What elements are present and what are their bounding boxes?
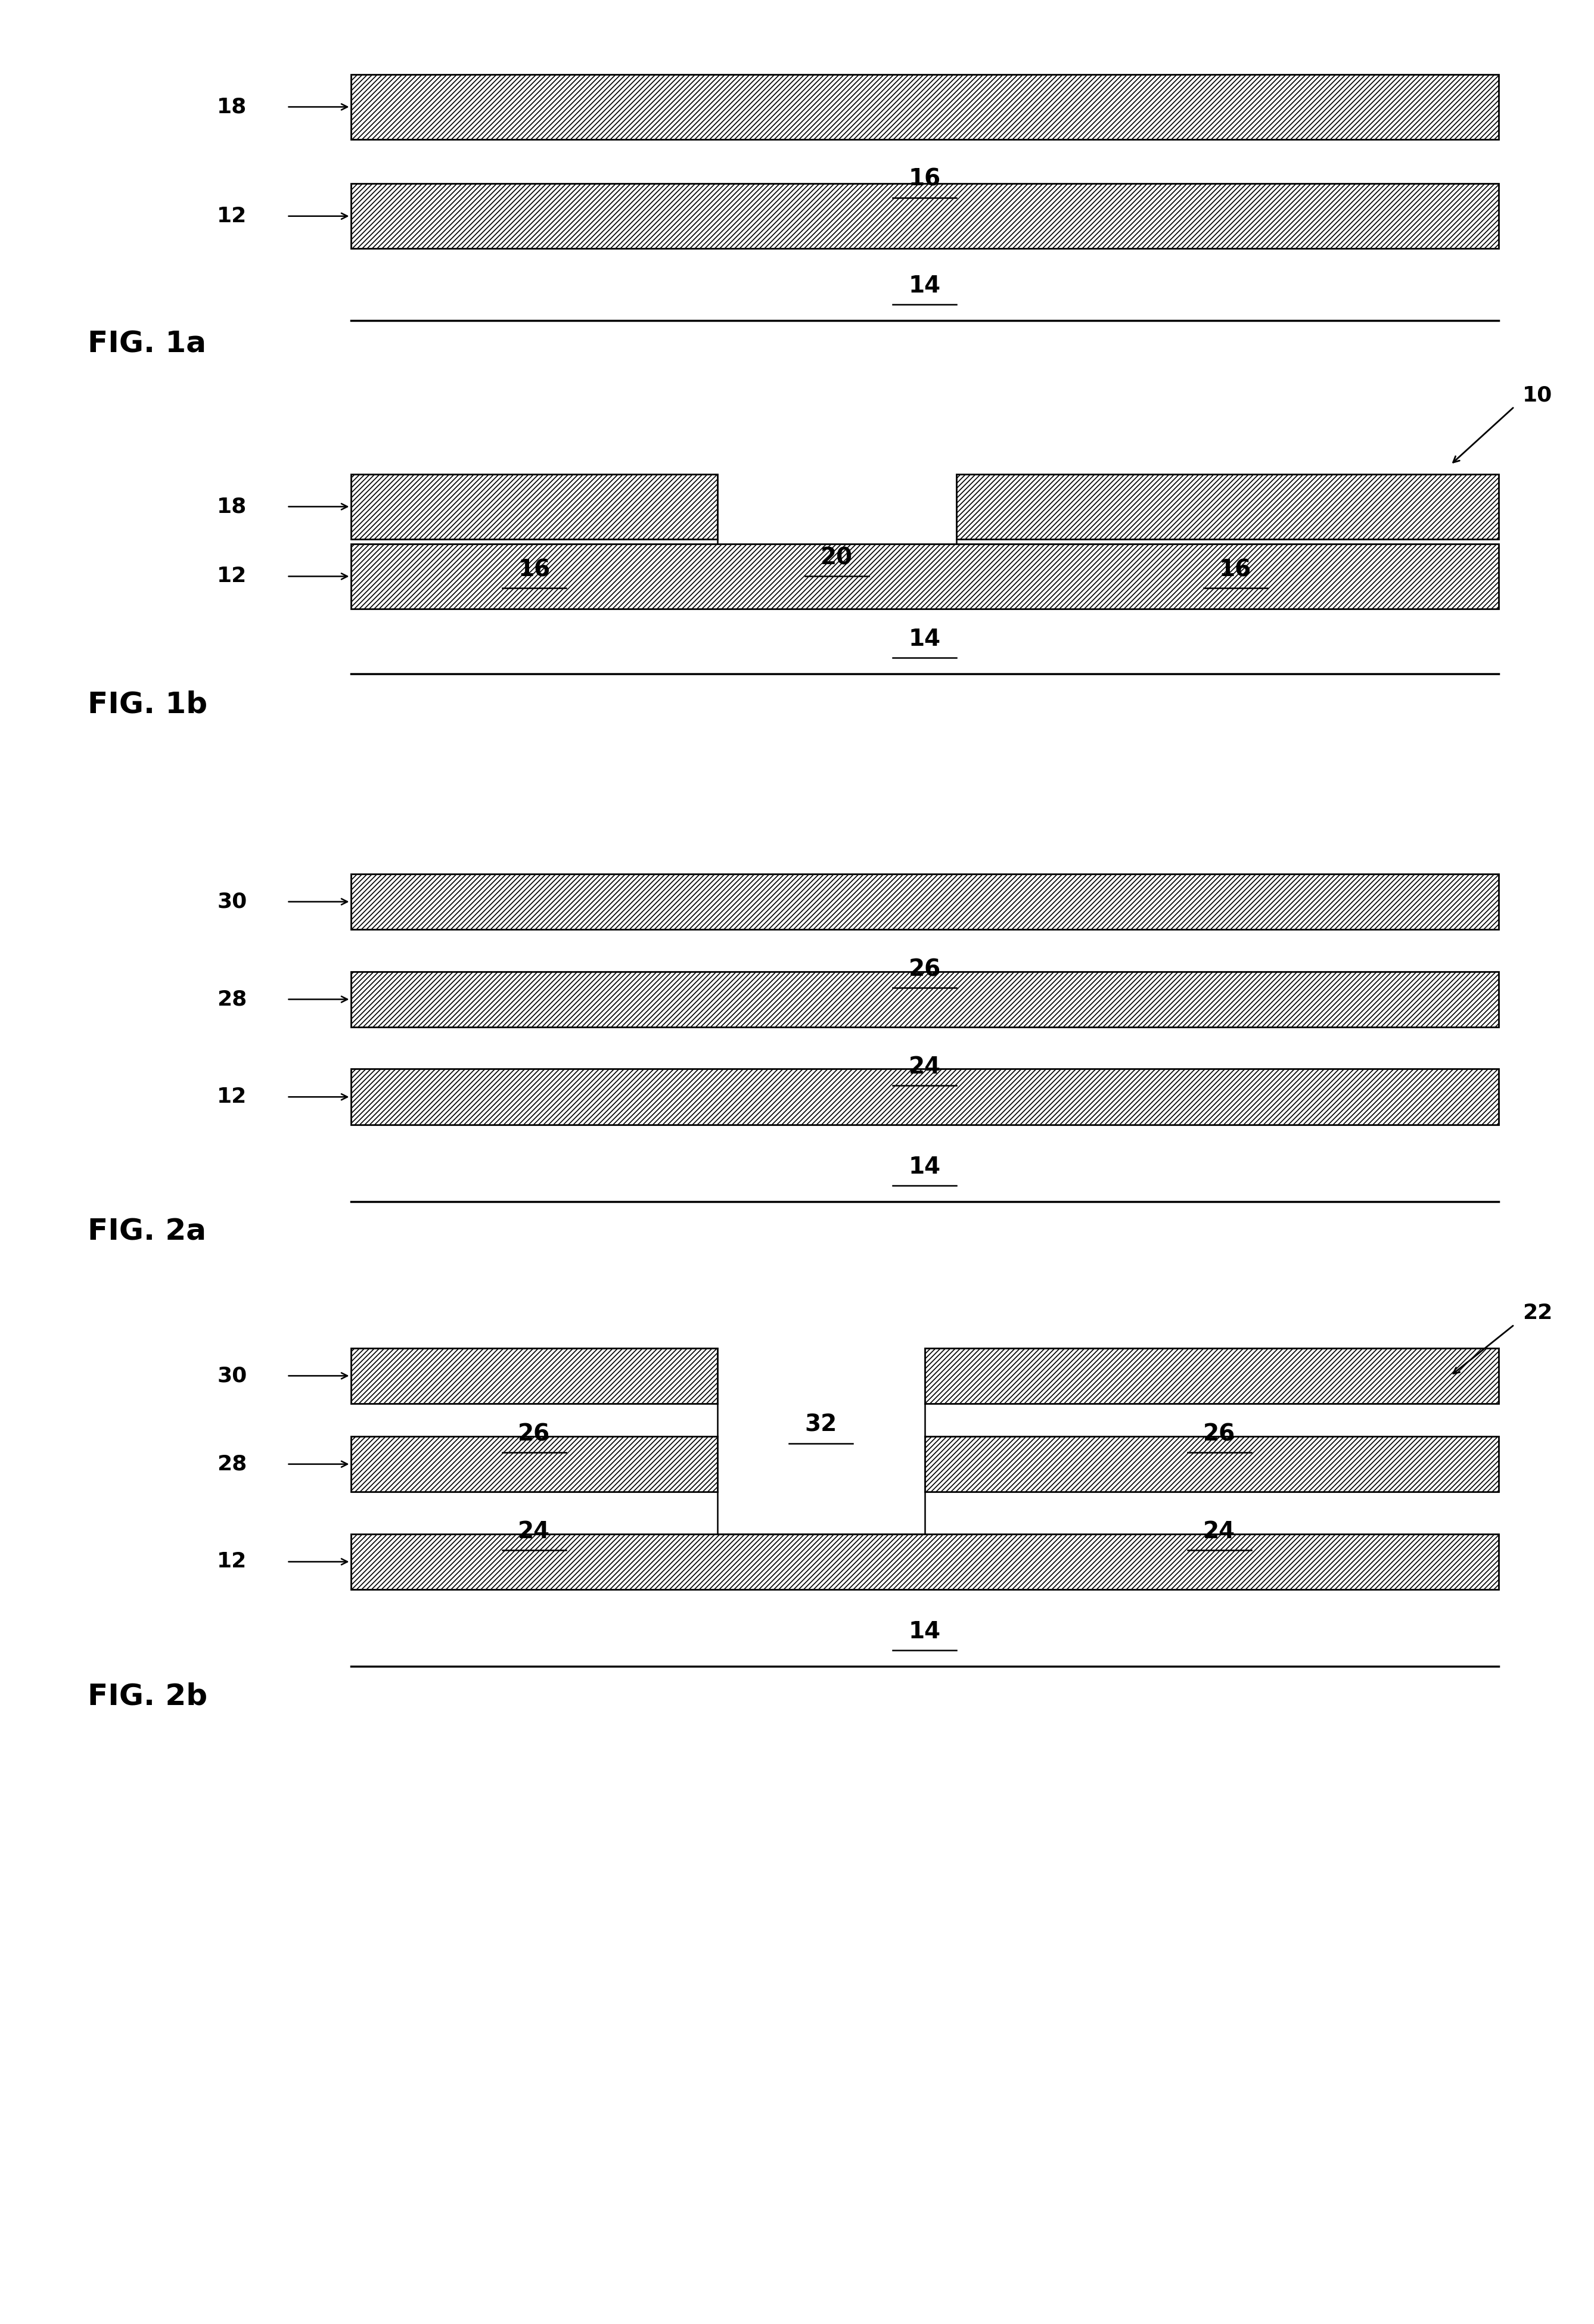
- Text: 26: 26: [1203, 1422, 1235, 1446]
- Text: 24: 24: [1203, 1520, 1235, 1543]
- Bar: [351, 1069, 1498, 1125]
- Text: 20: 20: [821, 546, 853, 569]
- Text: 32: 32: [805, 1413, 837, 1436]
- Text: 14: 14: [909, 274, 940, 297]
- Text: 14: 14: [909, 1155, 940, 1178]
- Bar: [351, 74, 1498, 139]
- Bar: [351, 544, 1498, 609]
- Text: 14: 14: [909, 1620, 940, 1643]
- Text: FIG. 1a: FIG. 1a: [88, 330, 206, 358]
- Text: 24: 24: [518, 1520, 550, 1543]
- Bar: [351, 1348, 717, 1404]
- Text: 16: 16: [909, 167, 940, 191]
- Text: 22: 22: [1522, 1304, 1553, 1322]
- Bar: [351, 184, 1498, 249]
- Text: 18: 18: [217, 98, 247, 116]
- Text: 26: 26: [909, 957, 940, 981]
- Bar: [956, 474, 1498, 539]
- Text: 18: 18: [217, 497, 247, 516]
- Text: 28: 28: [217, 1455, 247, 1473]
- Text: 16: 16: [518, 558, 550, 581]
- Text: 28: 28: [217, 990, 247, 1009]
- Text: FIG. 2b: FIG. 2b: [88, 1683, 207, 1710]
- Bar: [351, 874, 1498, 930]
- Text: 26: 26: [518, 1422, 550, 1446]
- Bar: [351, 474, 717, 539]
- Text: 12: 12: [217, 567, 247, 586]
- Bar: [351, 1436, 717, 1492]
- Text: FIG. 1b: FIG. 1b: [88, 690, 207, 718]
- Text: FIG. 2a: FIG. 2a: [88, 1218, 206, 1246]
- Bar: [351, 971, 1498, 1027]
- Text: 30: 30: [217, 892, 247, 911]
- Text: 12: 12: [217, 207, 247, 225]
- Text: 24: 24: [909, 1055, 940, 1078]
- Bar: [925, 1348, 1498, 1404]
- Text: 30: 30: [217, 1367, 247, 1385]
- Text: 14: 14: [909, 627, 940, 651]
- Text: 10: 10: [1522, 386, 1553, 404]
- Text: 16: 16: [1219, 558, 1251, 581]
- Bar: [351, 1534, 1498, 1590]
- Text: 12: 12: [217, 1088, 247, 1106]
- Bar: [925, 1436, 1498, 1492]
- Text: 12: 12: [217, 1552, 247, 1571]
